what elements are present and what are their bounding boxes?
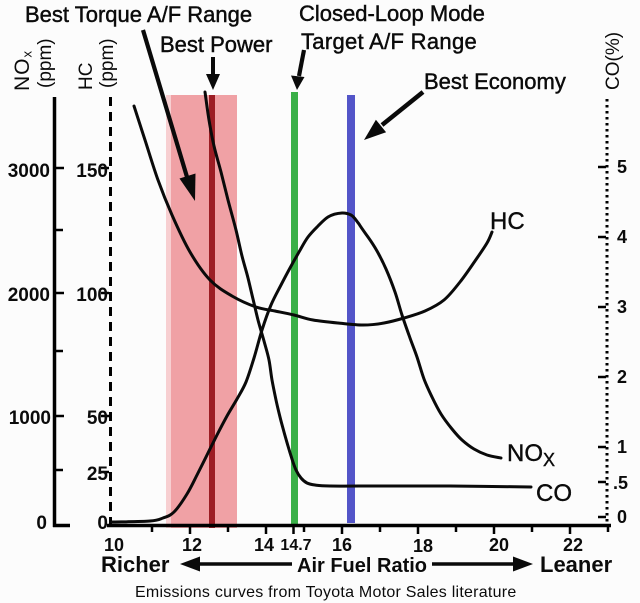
svg-text:Emissions curves from Toyota M: Emissions curves from Toyota Motor Sales…	[135, 584, 516, 601]
svg-text:(ppm): (ppm)	[97, 38, 118, 88]
svg-text:5: 5	[617, 157, 627, 177]
svg-text:3000: 3000	[8, 161, 50, 182]
svg-text:0: 0	[36, 513, 47, 534]
svg-text:100: 100	[76, 285, 108, 306]
svg-text:CO(%): CO(%)	[603, 32, 624, 90]
svg-text:NOx: NOx	[11, 50, 35, 91]
svg-text:Target A/F Range: Target A/F Range	[301, 29, 477, 54]
svg-text:Air Fuel Ratio: Air Fuel Ratio	[297, 555, 427, 577]
svg-text:25: 25	[87, 464, 109, 485]
svg-text:(ppm): (ppm)	[35, 38, 56, 88]
svg-text:Leaner: Leaner	[540, 552, 613, 577]
svg-text:Best Economy: Best Economy	[424, 69, 566, 94]
svg-text:2000: 2000	[8, 285, 50, 306]
svg-text:18: 18	[413, 536, 433, 556]
svg-text:4: 4	[617, 227, 627, 247]
svg-text:Closed-Loop Mode: Closed-Loop Mode	[299, 1, 485, 26]
svg-text:.5: .5	[613, 473, 628, 493]
svg-text:3: 3	[617, 297, 627, 317]
svg-text:12: 12	[182, 535, 202, 555]
svg-text:0: 0	[97, 513, 108, 534]
svg-text:CO: CO	[536, 480, 572, 507]
svg-text:Richer: Richer	[101, 552, 170, 577]
svg-text:HC: HC	[490, 208, 525, 235]
svg-text:1: 1	[617, 437, 627, 457]
svg-text:HC: HC	[76, 63, 97, 90]
svg-text:10: 10	[104, 535, 124, 555]
svg-text:Best Power: Best Power	[160, 32, 273, 57]
svg-text:16: 16	[332, 535, 352, 555]
svg-text:0: 0	[617, 507, 627, 527]
svg-text:1000: 1000	[9, 408, 51, 429]
svg-text:2: 2	[617, 367, 627, 387]
svg-text:22: 22	[563, 535, 583, 555]
svg-text:14.7: 14.7	[280, 537, 311, 554]
svg-text:20: 20	[489, 535, 509, 555]
svg-text:Best Torque A/F Range: Best Torque A/F Range	[25, 2, 252, 27]
svg-text:14: 14	[254, 535, 274, 555]
svg-text:150: 150	[76, 161, 108, 182]
svg-text:50: 50	[87, 408, 108, 429]
